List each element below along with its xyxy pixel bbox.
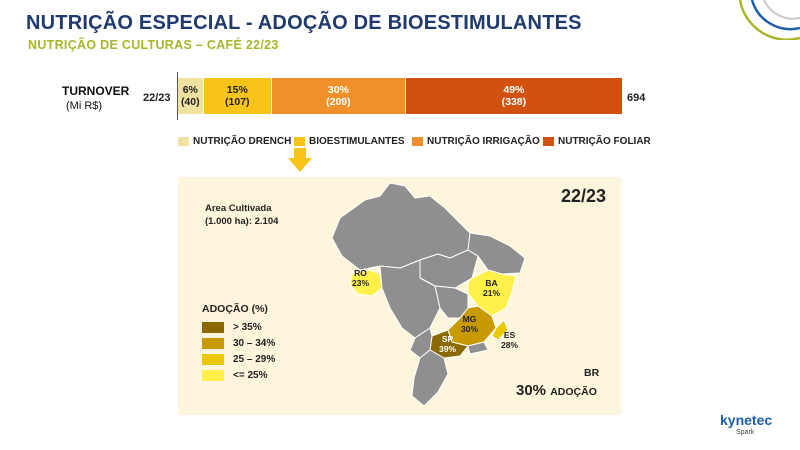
stacked-bar: 6% (40) 15% (107) 30% (209) 49% (338) xyxy=(178,78,622,114)
legend-label: BIOESTIMULANTES xyxy=(309,136,405,147)
bar-segment-share: 6% xyxy=(182,84,198,96)
bar-segment-share: 30% xyxy=(327,84,349,96)
adoption-legend-label: 30 – 34% xyxy=(233,338,276,349)
legend-label: NUTRIÇÃO DRENCH xyxy=(193,136,292,147)
legend-swatch xyxy=(412,137,423,146)
state-ba xyxy=(467,269,517,317)
bar-segment-value: (338) xyxy=(501,96,527,108)
legend-swatch xyxy=(543,137,554,146)
adoption-legend-item: > 35% xyxy=(202,322,262,333)
bar-segment: 30% (209) xyxy=(272,78,406,114)
legend-swatch xyxy=(294,137,305,146)
adoption-legend-label: > 35% xyxy=(233,322,262,333)
bar-category-label: 22/23 xyxy=(143,92,171,104)
turnover-label: TURNOVER xyxy=(62,84,130,98)
br-summary-label: BR xyxy=(584,367,600,379)
bar-segment: 6% (40) xyxy=(178,78,204,114)
adoption-legend-label: <= 25% xyxy=(233,370,268,381)
state-rj xyxy=(467,341,489,355)
brazil-map xyxy=(331,182,526,407)
legend-item-drench: NUTRIÇÃO DRENCH xyxy=(178,136,291,147)
adoption-legend-item: <= 25% xyxy=(202,370,267,381)
br-summary-value: 30% ADOÇÃO xyxy=(516,382,597,399)
state-label-mg: MG 30% xyxy=(461,314,479,334)
state-label-sp: SP 39% xyxy=(439,334,457,354)
kynetec-logo: kynetec xyxy=(720,412,773,428)
page-subtitle: NUTRIÇÃO DE CULTURAS – CAFÉ 22/23 xyxy=(28,38,279,52)
adoption-legend-item: 25 – 29% xyxy=(202,354,275,365)
state-label-ba: BA 21% xyxy=(483,278,501,298)
state-south xyxy=(411,349,449,407)
bar-segment-value: (40) xyxy=(180,96,200,108)
down-arrow-icon xyxy=(288,148,312,172)
bar-segment-share: 15% xyxy=(226,84,248,96)
bar-segment-value: (209) xyxy=(326,96,351,108)
legend-item-irrigacao: NUTRIÇÃO IRRIGAÇÃO xyxy=(412,136,540,147)
turnover-unit: (Mi R$) xyxy=(66,100,103,112)
bar-segment: 49% (338) xyxy=(405,78,622,114)
adoption-swatch xyxy=(202,354,224,365)
corner-decoration-icon xyxy=(738,0,800,40)
spark-logo: Spark xyxy=(736,429,755,436)
legend-item-bioestimulantes: BIOESTIMULANTES xyxy=(294,136,405,147)
legend-swatch xyxy=(178,137,189,146)
state-ro xyxy=(349,269,383,297)
state-northeast xyxy=(467,232,526,275)
bar-segment: 15% (107) xyxy=(203,78,273,114)
bar-total-label: 694 xyxy=(627,92,646,104)
page-title: NUTRIÇÃO ESPECIAL - ADOÇÃO DE BIOESTIMUL… xyxy=(26,12,582,34)
adoption-legend-item: 30 – 34% xyxy=(202,338,275,349)
adoption-legend-label: 25 – 29% xyxy=(233,354,276,365)
state-center xyxy=(379,259,441,339)
area-cultivada-label: Area Cultivada (1.000 ha): 2.104 xyxy=(205,203,279,227)
adoption-swatch xyxy=(202,370,224,381)
bar-axis-line xyxy=(177,72,178,120)
state-es xyxy=(491,319,509,341)
bar-segment-share: 49% xyxy=(503,84,525,96)
bar-segment-value: (107) xyxy=(225,96,250,108)
state-label-ro: RO 23% xyxy=(352,268,370,288)
adoption-legend-title: ADOÇÃO (%) xyxy=(202,303,268,315)
legend-label: NUTRIÇÃO IRRIGAÇÃO xyxy=(427,136,540,147)
legend-label: NUTRIÇÃO FOLIAR xyxy=(558,136,651,147)
map-title: 22/23 xyxy=(561,186,607,206)
state-north xyxy=(331,182,471,271)
legend-item-foliar: NUTRIÇÃO FOLIAR xyxy=(543,136,651,147)
state-label-es: ES 28% xyxy=(501,330,519,350)
adoption-swatch xyxy=(202,338,224,349)
adoption-swatch xyxy=(202,322,224,333)
